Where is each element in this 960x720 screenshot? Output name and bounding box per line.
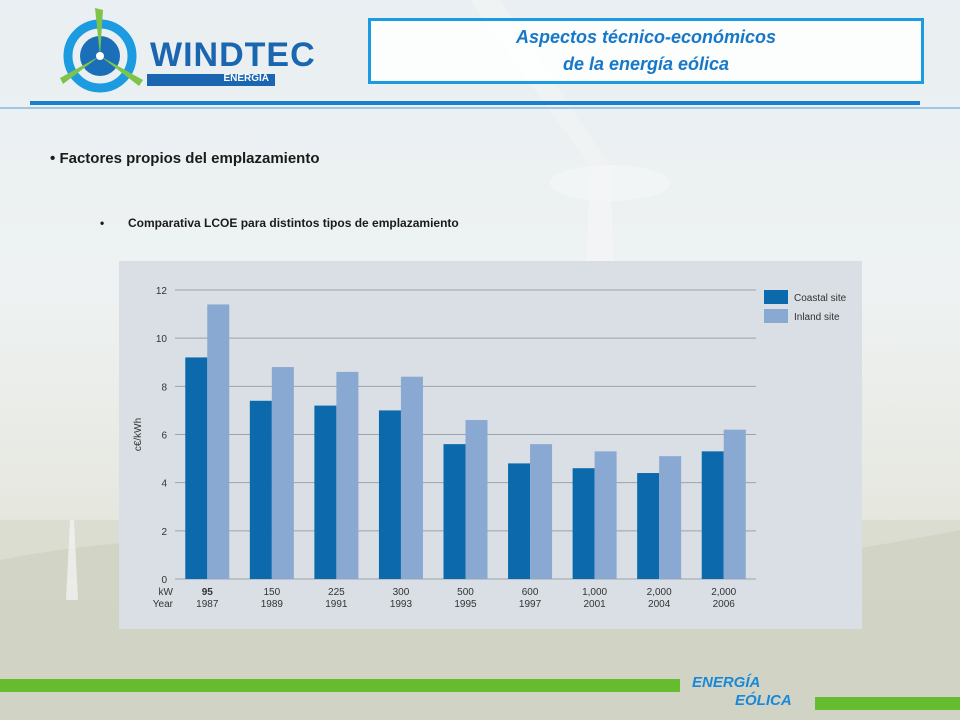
title-line1: Aspectos técnico-económicos — [515, 27, 777, 47]
bar-inland — [659, 456, 682, 579]
x-tick-kw: 150 — [263, 587, 280, 598]
bar-coastal — [637, 473, 660, 579]
brand-sub-bar: ENERGÍA — [147, 73, 275, 86]
legend-label: Inland site — [794, 312, 840, 323]
title-box: Aspectos técnico-económicos de la energí… — [368, 18, 924, 84]
x-tick-kw: 95 — [202, 587, 214, 598]
x-tick-year: 2001 — [583, 599, 606, 610]
bar-inland — [336, 371, 359, 579]
y-tick-label: 2 — [161, 527, 167, 538]
bar-inland — [465, 420, 488, 579]
x-tick-kw: 600 — [522, 587, 539, 598]
y-tick-label: 8 — [161, 382, 167, 393]
header-rule-thin — [0, 107, 960, 109]
x-tick-year: 1989 — [261, 599, 284, 610]
bar-coastal — [443, 444, 466, 579]
x-tick-kw: 500 — [457, 587, 474, 598]
footer-text-line1: ENERGÍA — [692, 674, 761, 691]
windtec-logo: WINDTEC ENERGÍA — [55, 8, 315, 98]
x-tick-kw: 300 — [393, 587, 410, 598]
x-tick-year: 1995 — [454, 599, 477, 610]
x-tick-year: 1991 — [325, 599, 348, 610]
bullet1-marker: • — [50, 150, 56, 167]
bar-inland — [530, 444, 553, 579]
row-label-year: Year — [153, 599, 174, 610]
footer-bar — [0, 679, 680, 692]
x-tick-year: 1993 — [390, 599, 413, 610]
y-tick-label: 10 — [156, 334, 168, 345]
lcoe-chart-svg: 024681012c€/kWh9519871501989225199130019… — [133, 286, 847, 610]
bullet2-text: Comparativa LCOE para distintos tipos de… — [128, 216, 459, 230]
y-tick-label: 6 — [161, 431, 167, 442]
x-tick-year: 1987 — [196, 599, 219, 610]
bar-inland — [207, 304, 230, 579]
bar-coastal — [378, 410, 401, 579]
x-tick-kw: 1,000 — [582, 587, 607, 598]
bar-coastal — [572, 468, 595, 579]
legend-swatch — [764, 309, 788, 323]
bullet-level2: • Comparativa LCOE para distintos tipos d… — [100, 216, 459, 230]
bar-coastal — [314, 405, 337, 579]
x-tick-kw: 2,000 — [711, 587, 736, 598]
bar-coastal — [249, 400, 272, 579]
x-tick-year: 2004 — [648, 599, 671, 610]
x-tick-year: 1997 — [519, 599, 542, 610]
row-label-kw: kW — [159, 587, 174, 598]
bar-coastal — [701, 451, 724, 579]
x-tick-year: 2006 — [713, 599, 736, 610]
title-line2: de la energía eólica — [562, 54, 730, 74]
brand-sub: ENERGÍA — [223, 73, 269, 84]
bar-inland — [594, 451, 617, 579]
y-axis-label: c€/kWh — [133, 418, 144, 451]
y-tick-label: 12 — [156, 286, 168, 297]
bar-coastal — [508, 463, 531, 579]
bar-inland — [723, 429, 746, 579]
y-tick-label: 4 — [161, 479, 167, 490]
legend-label: Coastal site — [794, 293, 847, 304]
bar-inland — [271, 367, 294, 579]
bar-coastal — [185, 357, 208, 579]
x-tick-kw: 225 — [328, 587, 345, 598]
legend-swatch — [764, 290, 788, 304]
header-rule — [30, 101, 920, 105]
y-tick-label: 0 — [161, 575, 167, 586]
bullet2-marker: • — [100, 216, 105, 230]
x-tick-kw: 2,000 — [647, 587, 672, 598]
footer-bar-right — [815, 697, 960, 710]
footer-text-line2: EÓLICA — [735, 692, 792, 709]
bullet1-text: Factores propios del emplazamiento — [59, 150, 320, 167]
brand-name: WINDTEC — [150, 36, 316, 74]
lcoe-chart: 0 2 4 6 8 10 12 c€/kWh 95 1987 150 1989 225 1991 300 19… — [119, 261, 862, 629]
bar-inland — [400, 376, 423, 579]
bullet-level1: • Factores propios del emplazamiento — [50, 150, 320, 167]
